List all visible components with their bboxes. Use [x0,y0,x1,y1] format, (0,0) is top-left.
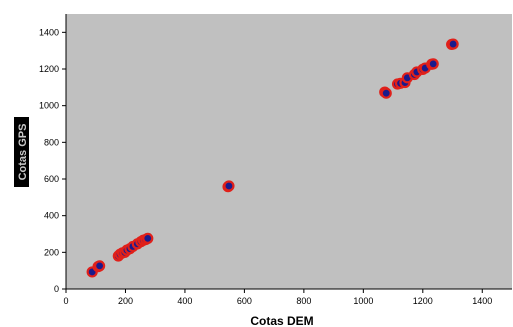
x-tick-label: 1000 [353,296,373,306]
data-point [380,87,392,99]
x-tick-label: 400 [177,296,192,306]
data-point [223,180,235,192]
data-point [427,58,439,70]
y-tick-label: 800 [44,137,59,147]
x-tick-label: 600 [237,296,252,306]
y-tick-label: 600 [44,174,59,184]
data-point [142,232,154,244]
y-axis-title: Cotas GPS [14,117,29,187]
x-tick-label: 1400 [472,296,492,306]
x-tick-label: 0 [63,296,68,306]
data-point [447,38,459,50]
x-tick-label: 200 [118,296,133,306]
data-point [93,260,106,272]
x-tick-label: 800 [296,296,311,306]
y-tick-label: 1400 [39,27,59,37]
x-tick-label: 1200 [413,296,433,306]
y-tick-label: 200 [44,247,59,257]
x-axis-title: Cotas DEM [250,314,313,327]
y-axis-title-text: Cotas GPS [17,124,29,181]
y-tick-label: 1000 [39,101,59,111]
y-tick-label: 400 [44,211,59,221]
y-tick-label: 0 [54,284,59,294]
axis-ticks: 0 200 400 600 800 1000 1200 1400 0 200 400 600 800 10… [39,27,492,306]
data-points [86,38,459,278]
y-tick-label: 1200 [39,64,59,74]
